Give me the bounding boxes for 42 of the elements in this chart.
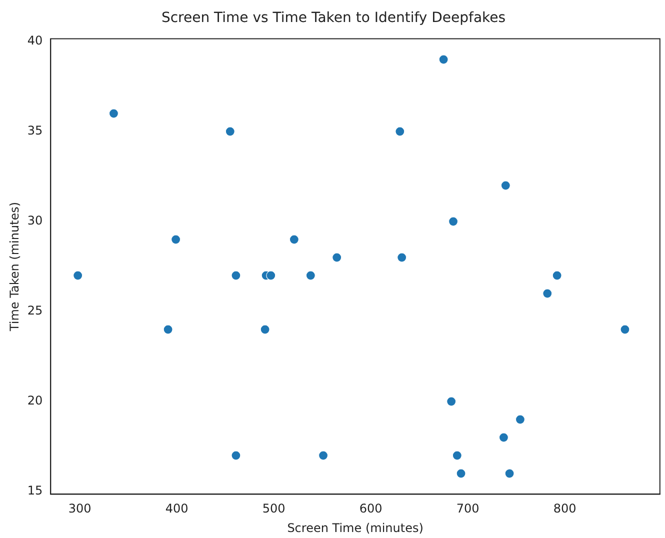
y-tick-label: 20 — [27, 394, 43, 408]
y-tick-label: 25 — [27, 304, 43, 318]
x-tick-label: 700 — [456, 502, 480, 516]
point — [163, 324, 173, 334]
point — [260, 324, 270, 334]
point — [171, 234, 181, 244]
point — [289, 234, 299, 244]
point — [515, 414, 526, 424]
chart-title: Screen Time vs Time Taken to Identify Deepfakes — [161, 10, 506, 26]
x-tick-label: 800 — [553, 502, 576, 516]
point — [446, 396, 456, 406]
point — [500, 180, 510, 190]
point — [504, 468, 514, 478]
point — [231, 450, 241, 460]
y-tick-label: 40 — [27, 34, 43, 48]
y-axis-title: Time Taken (minutes) — [7, 202, 22, 332]
point — [397, 252, 407, 262]
point — [448, 216, 458, 226]
point — [498, 432, 509, 442]
x-tick-label: 400 — [165, 502, 188, 516]
point — [438, 54, 448, 64]
y-tick-label: 30 — [27, 214, 43, 228]
point — [225, 126, 235, 136]
y-tick-label: 35 — [27, 124, 43, 138]
point — [73, 270, 83, 280]
point — [620, 324, 630, 334]
x-tick-label: 500 — [262, 502, 286, 516]
x-axis-title: Screen Time (minutes) — [287, 520, 424, 535]
point — [552, 270, 562, 280]
point — [306, 270, 316, 280]
point — [395, 126, 405, 136]
point — [452, 450, 462, 460]
point — [266, 270, 276, 280]
point — [108, 108, 119, 118]
x-tick-label: 300 — [68, 502, 92, 516]
point — [231, 270, 241, 280]
point — [456, 468, 466, 478]
y-tick-label: 15 — [27, 484, 43, 498]
x-tick-label: 600 — [359, 502, 382, 516]
point — [542, 288, 552, 298]
point — [332, 252, 342, 262]
point — [318, 450, 328, 460]
